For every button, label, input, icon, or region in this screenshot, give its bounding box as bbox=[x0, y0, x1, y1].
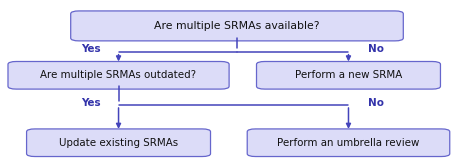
Text: Perform an umbrella review: Perform an umbrella review bbox=[277, 138, 419, 148]
Text: Are multiple SRMAs available?: Are multiple SRMAs available? bbox=[154, 21, 320, 31]
Text: Update existing SRMAs: Update existing SRMAs bbox=[59, 138, 178, 148]
Text: Yes: Yes bbox=[81, 98, 100, 108]
FancyBboxPatch shape bbox=[247, 129, 450, 156]
FancyBboxPatch shape bbox=[8, 61, 229, 89]
Text: Perform a new SRMA: Perform a new SRMA bbox=[295, 70, 402, 80]
Text: No: No bbox=[368, 98, 384, 108]
Text: Yes: Yes bbox=[81, 44, 100, 54]
Text: No: No bbox=[368, 44, 384, 54]
Text: Are multiple SRMAs outdated?: Are multiple SRMAs outdated? bbox=[40, 70, 197, 80]
FancyBboxPatch shape bbox=[27, 129, 210, 156]
FancyBboxPatch shape bbox=[256, 61, 440, 89]
FancyBboxPatch shape bbox=[71, 11, 403, 41]
